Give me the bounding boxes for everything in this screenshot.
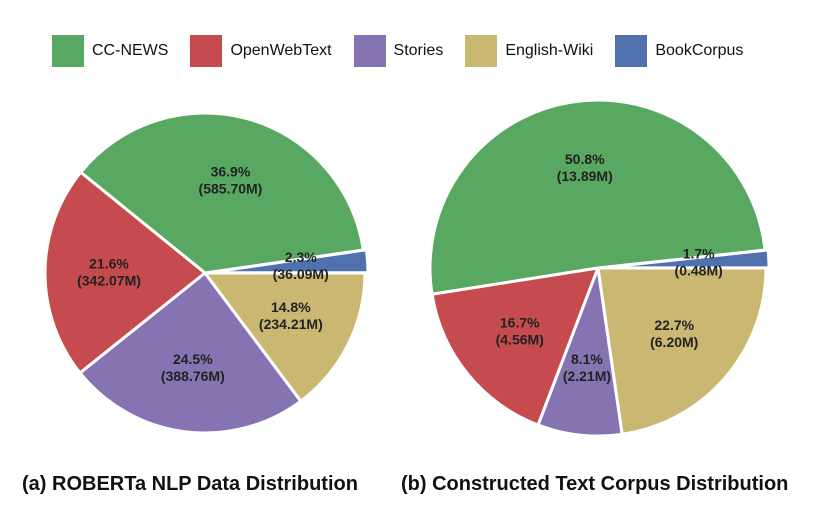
legend-swatch-bookcorpus bbox=[615, 35, 648, 67]
legend-item-bookcorpus: BookCorpus bbox=[615, 35, 743, 67]
legend-item-openwebtext: OpenWebText bbox=[190, 35, 332, 67]
legend-item-english-wiki: English-Wiki bbox=[465, 35, 593, 67]
legend-swatch-stories bbox=[353, 35, 386, 67]
legend-swatch-cc-news bbox=[52, 35, 84, 67]
pie-slice-roberta-english-wiki bbox=[203, 271, 367, 403]
legend-label-openwebtext: OpenWebText bbox=[230, 42, 332, 59]
caption-roberta: (a) ROBERTa NLP Data Distribution bbox=[22, 473, 358, 495]
pie-slice-corpus-openwebtext bbox=[430, 266, 600, 427]
pie-slice-roberta-stories bbox=[78, 271, 303, 435]
pie-label-corpus-bookcorpus: 1.7% (0.48M) bbox=[675, 246, 723, 279]
legend-label-cc-news: CC-NEWS bbox=[92, 42, 169, 59]
legend-swatch-english-wiki bbox=[465, 35, 498, 67]
caption-constructed-corpus: (b) Constructed Text Corpus Distribution bbox=[401, 473, 789, 495]
pie-slice-corpus-cc-news bbox=[428, 98, 767, 296]
pie-label-roberta-cc-news: 36.9% (585.70M) bbox=[199, 163, 263, 196]
legend-label-bookcorpus: BookCorpus bbox=[655, 42, 744, 59]
legend: CC-NEWS OpenWebText Stories English-Wiki… bbox=[52, 34, 772, 68]
pie-label-corpus-english-wiki: 22.7% (6.20M) bbox=[650, 317, 698, 350]
pie-label-roberta-bookcorpus: 2.3% (36.09M) bbox=[273, 249, 329, 282]
legend-label-stories: Stories bbox=[393, 42, 444, 59]
pie-slice-roberta-openwebtext bbox=[43, 170, 207, 375]
pie-slice-roberta-cc-news bbox=[79, 111, 365, 275]
pie-slice-corpus-english-wiki bbox=[596, 266, 768, 436]
pie-label-corpus-stories: 8.1% (2.21M) bbox=[563, 351, 611, 384]
pie-label-roberta-openwebtext: 21.6% (342.07M) bbox=[77, 256, 141, 289]
legend-label-english-wiki: English-Wiki bbox=[505, 42, 594, 59]
legend-swatch-openwebtext bbox=[190, 35, 223, 67]
pie-label-corpus-cc-news: 50.8% (13.89M) bbox=[557, 151, 613, 184]
pie-label-roberta-english-wiki: 14.8% (234.21M) bbox=[259, 299, 323, 332]
pie-label-roberta-stories: 24.5% (388.76M) bbox=[161, 351, 225, 384]
legend-item-cc-news: CC-NEWS bbox=[52, 35, 168, 67]
pie-chart-constructed-corpus: 1.7% (0.48M) 50.8% (13.89M) 16.7% (4.56M) 8.1%… bbox=[428, 98, 771, 438]
pie-chart-roberta: 2.3% (36.09M) 36.9% (585.70M) 21.6% (342.07M)… bbox=[43, 111, 370, 435]
legend-item-stories: Stories bbox=[353, 35, 444, 67]
pie-label-corpus-openwebtext: 16.7% (4.56M) bbox=[496, 315, 544, 348]
